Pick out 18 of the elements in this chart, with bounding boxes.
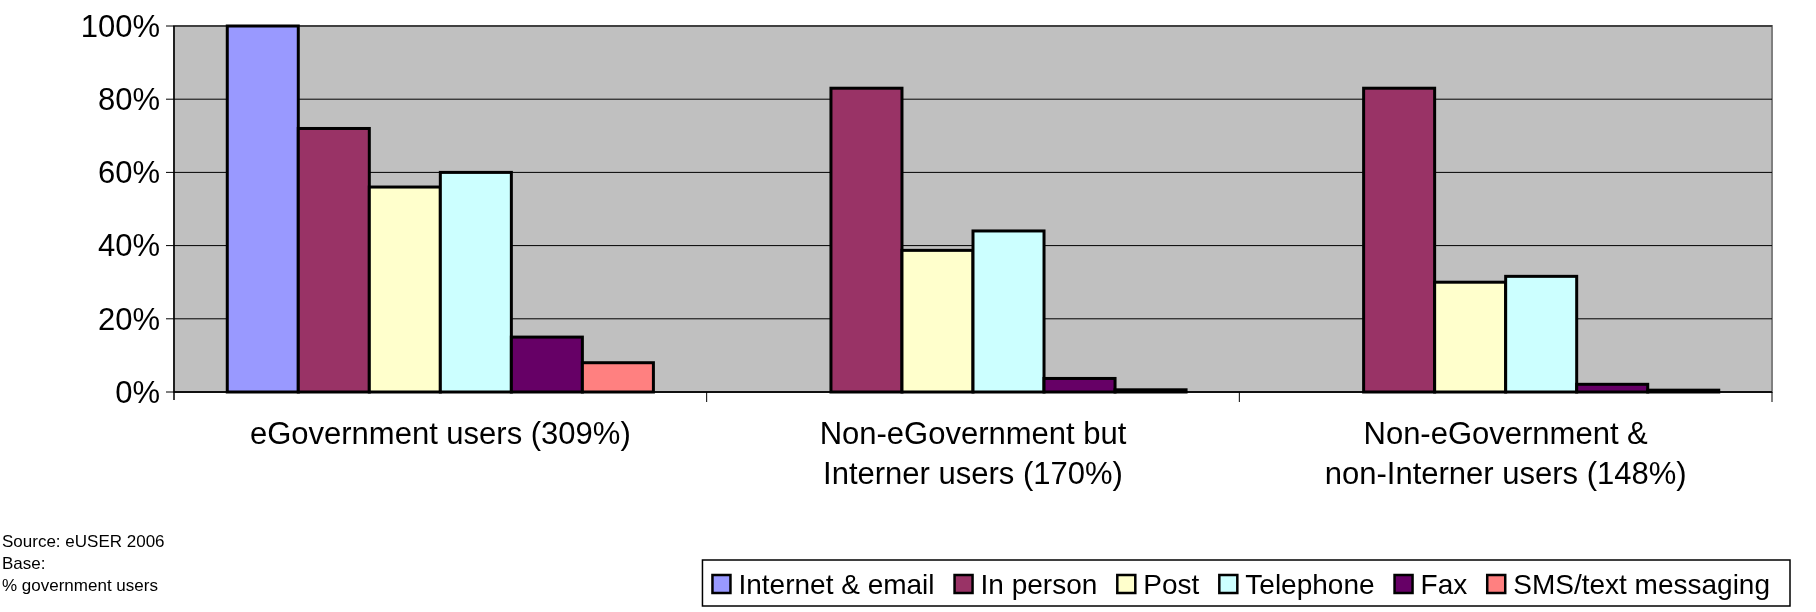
legend-label: Internet & email bbox=[738, 568, 935, 600]
legend-label: Fax bbox=[1420, 568, 1468, 600]
x-tick-label: Non-eGovernment & non-Interner users (148%) bbox=[1324, 416, 1687, 491]
y-tick-label: 40% bbox=[97, 228, 160, 264]
x-tick-label: eGovernment users (309%) bbox=[249, 416, 631, 451]
y-tick-label: 0% bbox=[115, 374, 160, 410]
y-tick-label: 80% bbox=[97, 82, 160, 118]
legend-label: Telephone bbox=[1245, 568, 1375, 600]
y-tick-label: 20% bbox=[97, 301, 160, 337]
x-tick-label: Non-eGovernment but Interner users (170%) bbox=[819, 416, 1127, 491]
text: Base: bbox=[2, 554, 46, 573]
y-tick-label: 100% bbox=[80, 8, 160, 44]
text: % government users bbox=[2, 576, 158, 595]
y-tick-label: 60% bbox=[97, 155, 160, 191]
legend-label: Post bbox=[1143, 568, 1200, 600]
legend-label: In person bbox=[980, 568, 1098, 600]
legend-label: SMS/text messaging bbox=[1513, 568, 1771, 600]
source-note: Source: eUSER 2006 bbox=[2, 532, 165, 551]
